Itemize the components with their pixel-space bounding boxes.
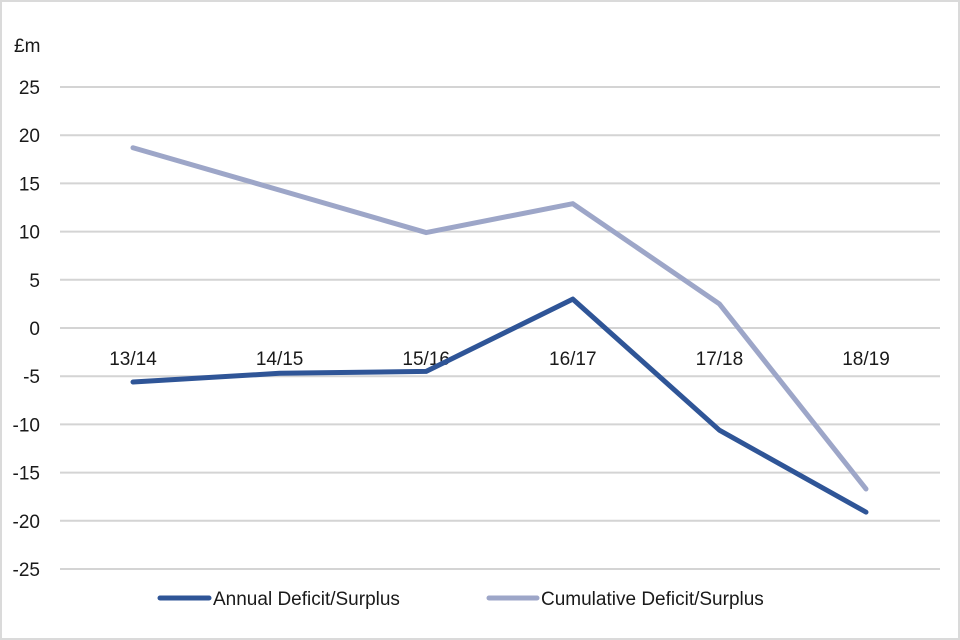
legend-label-cumulative: Cumulative Deficit/Surplus [541,589,764,610]
series-line-cumulative [130,145,869,492]
y-tick-label: -20 [13,512,40,533]
gridlines [60,86,940,570]
x-category-label: 17/18 [696,349,744,370]
series-line-annual [130,296,869,515]
y-axis-unit-label: £m [14,36,40,57]
legend: Annual Deficit/Surplus Cumulative Defici… [157,589,764,610]
y-tick-label: -10 [13,415,40,436]
y-tick-label: 0 [29,319,40,340]
series-cumulative [130,145,869,492]
x-category-label: 14/15 [256,349,304,370]
x-category-label: 18/19 [842,349,890,370]
y-tick-label: 5 [29,271,40,292]
y-tick-label: 25 [19,78,40,99]
y-tick-label: -25 [13,560,40,581]
y-tick-label: 15 [19,174,40,195]
x-category-label: 16/17 [549,349,597,370]
y-tick-label: 20 [19,126,40,147]
series-annual [130,296,869,515]
x-axis-category-labels: 13/14 14/15 15/16 16/17 17/18 18/19 [109,349,890,370]
series-lines [130,145,869,515]
x-category-label: 15/16 [402,349,450,370]
x-category-label: 13/14 [109,349,157,370]
legend-label-annual: Annual Deficit/Surplus [213,589,400,610]
y-axis-ticks: 25 20 15 10 5 0 -5 -10 -15 -20 -25 [13,78,40,581]
y-tick-label: -5 [23,367,40,388]
y-tick-label: 10 [19,223,40,244]
y-tick-label: -15 [13,464,40,485]
